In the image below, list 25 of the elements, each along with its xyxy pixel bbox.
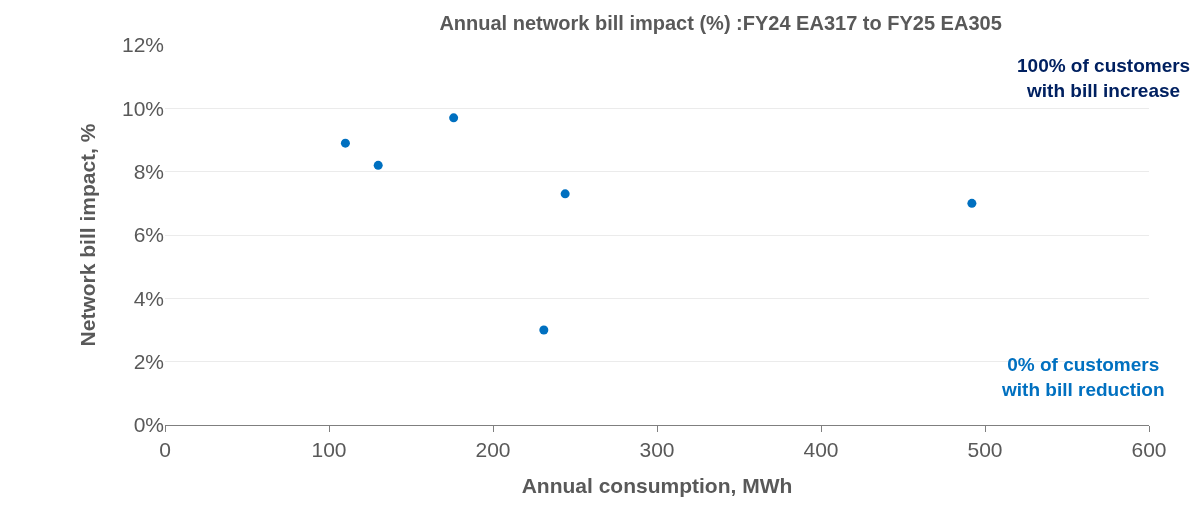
x-tick-label: 600 [1131, 438, 1167, 462]
y-tick-label: 12% [121, 33, 164, 57]
point [373, 160, 383, 170]
annotation: 100% of customers with bill increase [1017, 55, 1191, 101]
x-tick-label: 300 [639, 438, 675, 462]
x-axis-title: Annual consumption, MWh [521, 474, 793, 498]
point [967, 198, 977, 208]
annotation: 0% of customers with bill reduction [1001, 354, 1165, 400]
x-tick-label: 100 [311, 438, 347, 462]
y-tick-label: 4% [133, 286, 164, 310]
x-tick-label: 500 [967, 438, 1003, 462]
x-tick-label: 400 [803, 438, 839, 462]
point [449, 113, 459, 123]
y-tick-label: 10% [121, 96, 164, 120]
x-tick-label: 0 [159, 438, 171, 462]
point [560, 189, 570, 199]
point [539, 325, 549, 335]
y-tick-label: 8% [133, 160, 164, 184]
x-tick-label: 200 [475, 438, 511, 462]
y-tick-label: 2% [133, 350, 164, 374]
chart-title: Annual network bill impact (%) :FY24 EA317 to FY25 EA305 [439, 11, 1002, 34]
y-tick-label: 0% [133, 413, 164, 437]
y-axis-title: Network bill impact, % [76, 123, 100, 347]
y-tick-label: 6% [133, 223, 164, 247]
point [340, 138, 350, 148]
